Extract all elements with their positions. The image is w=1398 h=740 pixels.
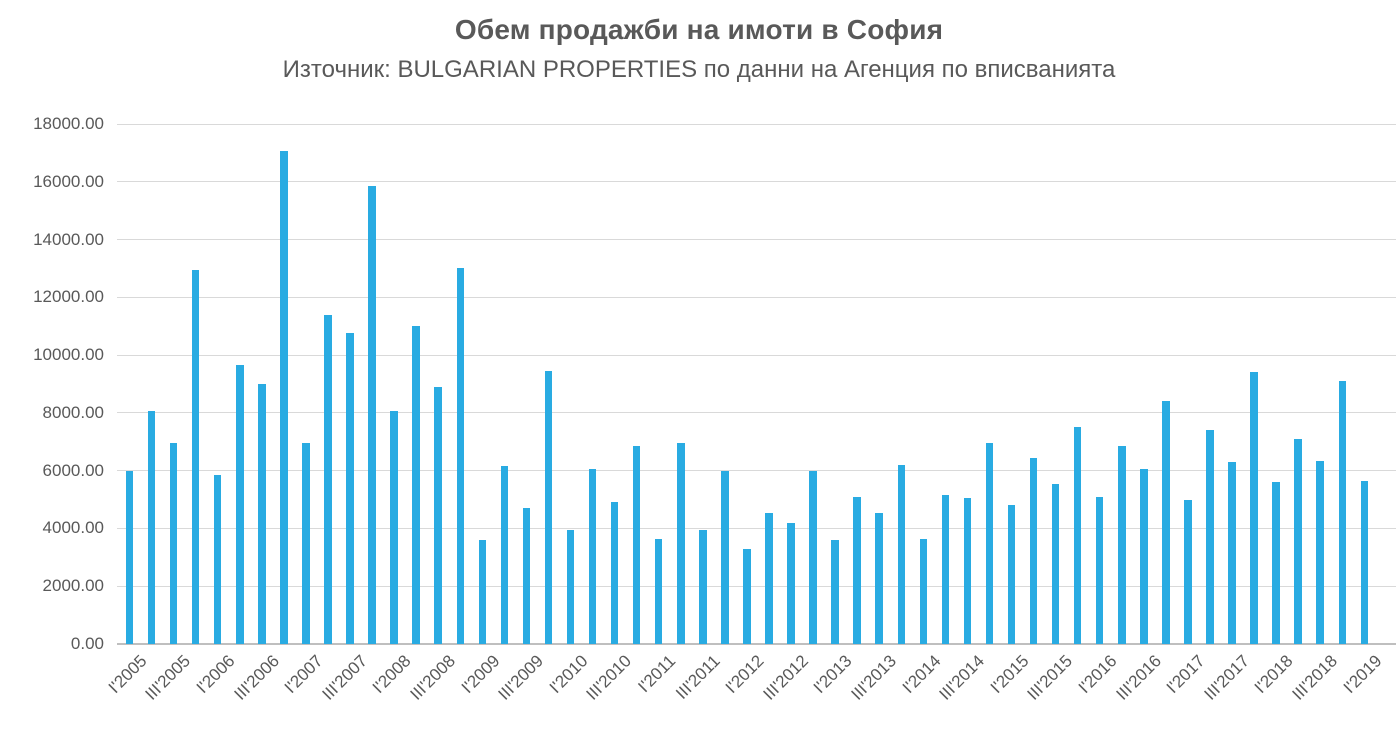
bar-II'2018 [1294, 438, 1302, 644]
x-axis-tick-label: III'2018 [1288, 651, 1341, 704]
bar-I'2005 [125, 470, 134, 644]
plot-area [117, 123, 1396, 645]
bar-I'2006 [213, 475, 222, 644]
bar-II'2013 [853, 496, 861, 644]
bar-IV'2006 [280, 151, 288, 644]
x-axis-tick-label: III'2007 [318, 651, 371, 704]
bar-II'2009 [500, 466, 509, 644]
bar-IV'2010 [632, 446, 641, 644]
x-axis-tick-label: III'2010 [582, 651, 636, 704]
bar-III'2013 [875, 512, 883, 644]
y-axis-tick-label: 10000.00 [33, 345, 104, 365]
gridline [117, 239, 1396, 241]
bar-IV'2012 [809, 470, 817, 644]
y-axis-tick-label: 12000.00 [33, 287, 104, 307]
bar-I'2011 [654, 538, 663, 644]
x-axis-tick-label: III'2013 [847, 651, 900, 704]
gridline [117, 412, 1396, 414]
x-axis-tick-label: III'2011 [671, 651, 724, 703]
bar-III'2015 [1051, 483, 1060, 644]
bar-I'2009 [478, 540, 487, 644]
gridline [117, 527, 1396, 529]
bar-IV'2005 [191, 269, 200, 644]
bar-IV'2016 [1162, 401, 1170, 644]
bar-I'2017 [1184, 499, 1192, 644]
bar-III'2008 [434, 386, 442, 644]
bar-II'2015 [1029, 457, 1038, 644]
x-axis-tick-label: III'2017 [1200, 651, 1253, 704]
bar-III'2017 [1228, 462, 1236, 644]
x-axis-tick-label: I'2019 [1339, 651, 1386, 698]
chart-subtitle: Източник: BULGARIAN PROPERTIES по данни … [282, 56, 1116, 83]
bar-IV'2018 [1338, 381, 1346, 644]
x-axis-tick-label: III'2012 [759, 651, 812, 704]
gridline [117, 585, 1396, 587]
bar-IV'2009 [544, 371, 553, 644]
x-axis-tick-label: III'2014 [935, 651, 989, 704]
y-axis-tick-label: 4000.00 [42, 518, 104, 538]
x-axis-tick-label: III'2005 [141, 651, 195, 704]
bar-IV'2014 [985, 443, 994, 644]
x-axis-tick-label: III'2009 [494, 651, 548, 704]
bar-II'2006 [236, 365, 244, 644]
bar-III'2018 [1316, 460, 1324, 644]
bar-III'2007 [346, 333, 354, 644]
bar-IV'2017 [1250, 372, 1258, 644]
bar-IV'2011 [721, 470, 729, 644]
bar-IV'2008 [456, 268, 464, 644]
x-axis-tick-label: III'2016 [1112, 651, 1165, 704]
gridline [117, 181, 1396, 183]
bar-IV'2007 [368, 186, 376, 644]
bar-I'2019 [1360, 480, 1369, 644]
bar-I'2013 [831, 540, 839, 644]
chart-title: Обем продажби на имоти в София [454, 14, 944, 45]
y-axis-tick-label: 16000.00 [33, 171, 104, 191]
bar-I'2014 [919, 538, 928, 644]
bar-I'2008 [390, 411, 398, 644]
bar-II'2007 [324, 314, 332, 644]
bar-II'2012 [765, 512, 773, 644]
x-axis-tick-label: III'2015 [1023, 651, 1077, 704]
gridline [117, 296, 1396, 298]
bar-IV'2013 [897, 464, 905, 644]
bar-III'2012 [787, 522, 795, 644]
bar-I'2007 [302, 443, 310, 644]
bar-I'2015 [1007, 505, 1016, 644]
y-axis-tick-label: 18000.00 [33, 114, 104, 133]
gridline [117, 354, 1396, 356]
bar-II'2010 [588, 469, 597, 644]
bar-III'2006 [258, 384, 266, 644]
y-axis-tick-label: 8000.00 [42, 402, 104, 422]
bar-II'2017 [1206, 430, 1214, 644]
bar-II'2008 [412, 326, 420, 644]
gridline [117, 123, 1396, 125]
x-axis-tick-label: III'2008 [406, 651, 459, 704]
bar-I'2018 [1272, 482, 1280, 644]
bar-I'2012 [743, 548, 751, 644]
bar-I'2010 [566, 529, 575, 644]
bar-III'2014 [963, 498, 972, 644]
bar-III'2010 [610, 502, 619, 644]
bar-II'2016 [1118, 446, 1126, 644]
y-axis-tick-label: 6000.00 [42, 460, 104, 480]
y-axis-tick-label: 2000.00 [42, 576, 104, 596]
y-axis-tick-label: 14000.00 [33, 229, 104, 249]
bar-III'2005 [169, 443, 178, 644]
bar-IV'2015 [1073, 427, 1082, 644]
bar-III'2016 [1140, 469, 1148, 644]
bar-III'2011 [699, 529, 707, 644]
bar-I'2016 [1095, 496, 1104, 644]
gridline [117, 470, 1396, 472]
x-axis-line [117, 643, 1396, 645]
bar-II'2011 [677, 443, 685, 644]
bar-II'2005 [147, 411, 156, 644]
bar-II'2014 [941, 495, 950, 644]
y-axis-tick-label: 0.00 [70, 634, 104, 653]
bar-III'2009 [522, 508, 531, 644]
x-axis-tick-label: III'2006 [230, 651, 283, 704]
